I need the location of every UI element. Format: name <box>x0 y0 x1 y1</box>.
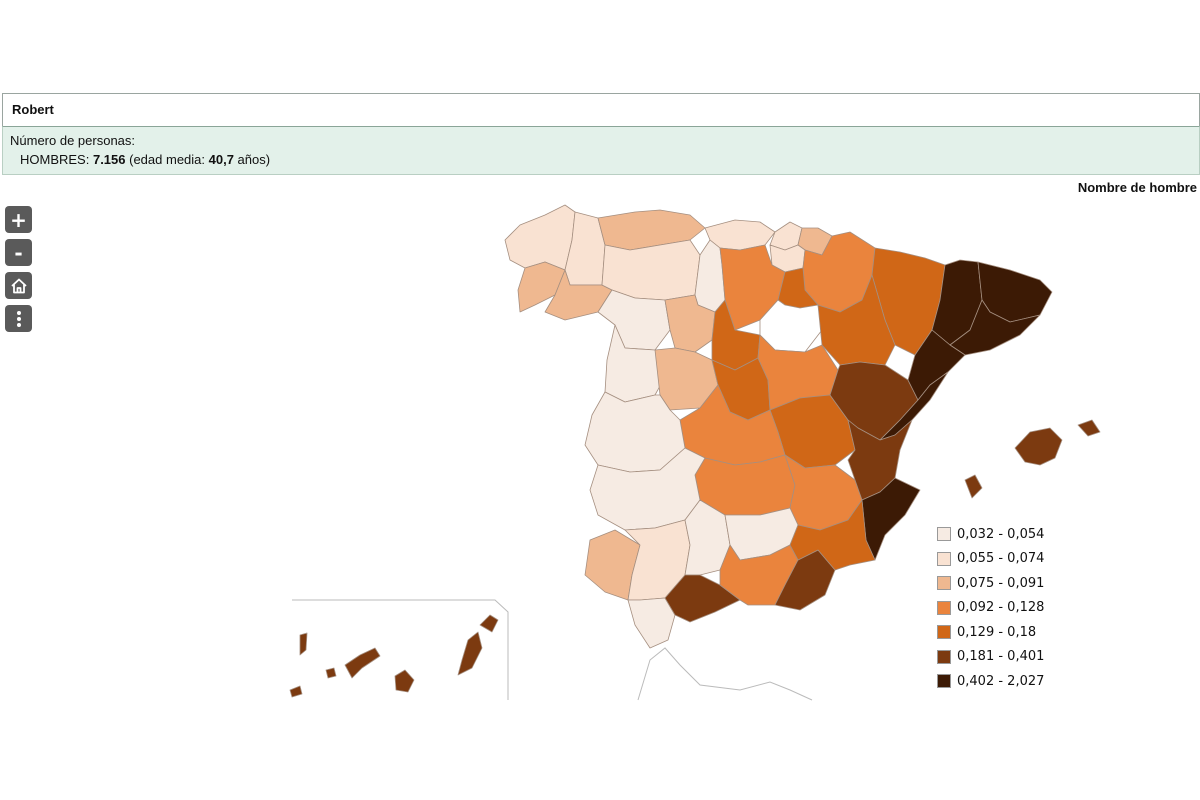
count-label: Número de personas: <box>10 133 136 148</box>
legend-label: 0,402 - 2,027 <box>957 673 1045 689</box>
legend-swatch <box>937 625 951 640</box>
legend-label: 0,032 - 0,054 <box>957 526 1045 542</box>
legend-item: 0,032 - 0,054 <box>937 522 1044 547</box>
men-stats: HOMBRES: 7.156 (edad media: 40,7 años) <box>10 150 1192 169</box>
province-baleares-mallorca[interactable] <box>1014 427 1063 466</box>
zoom-in-button[interactable]: + <box>5 206 32 233</box>
age-unit: años) <box>233 152 271 167</box>
province-canarias-la-palma[interactable] <box>299 632 308 656</box>
legend-swatch <box>937 551 951 566</box>
canary-inset-frame <box>292 599 509 700</box>
age-label: (edad media: <box>125 152 209 167</box>
home-icon <box>10 278 27 293</box>
legend-swatch <box>937 674 951 689</box>
age-value: 40,7 <box>208 152 234 167</box>
legend-item: 0,181 - 0,401 <box>937 645 1044 670</box>
province-barcelona[interactable] <box>949 299 1041 356</box>
province-canarias-la-gomera[interactable] <box>325 667 337 679</box>
legend-swatch <box>937 649 951 664</box>
men-label: HOMBRES: <box>20 152 93 167</box>
legend-label: 0,181 - 0,401 <box>957 649 1045 665</box>
map-title: Nombre de hombre <box>1077 180 1197 195</box>
map-controls: + - <box>5 206 32 338</box>
province-leon[interactable] <box>601 239 701 301</box>
legend-label: 0,055 - 0,074 <box>957 551 1045 567</box>
legend-label: 0,075 - 0,091 <box>957 575 1045 591</box>
legend-label: 0,129 - 0,18 <box>957 624 1037 640</box>
zoom-out-button[interactable]: - <box>5 239 32 266</box>
menu-button[interactable] <box>5 305 32 332</box>
province-canarias-tenerife[interactable] <box>344 647 381 679</box>
legend-label: 0,092 - 0,128 <box>957 600 1045 616</box>
province-zaragoza[interactable] <box>817 274 896 366</box>
province-canarias-lanzarote[interactable] <box>479 614 499 633</box>
africa-coastline <box>637 647 813 701</box>
province-canarias-el-hierro[interactable] <box>289 685 303 698</box>
province-pontevedra[interactable] <box>517 261 566 313</box>
legend-swatch <box>937 527 951 542</box>
selected-name: Robert <box>12 102 54 117</box>
legend-item: 0,129 - 0,18 <box>937 620 1044 645</box>
legend-swatch <box>937 600 951 615</box>
province-canarias-gran-canaria[interactable] <box>394 669 415 693</box>
province-baleares-menorca[interactable] <box>1077 419 1101 437</box>
legend-item: 0,055 - 0,074 <box>937 547 1044 572</box>
name-header: Robert <box>2 93 1200 126</box>
info-panel: Número de personas: HOMBRES: 7.156 (edad… <box>2 126 1200 175</box>
province-canarias-fuerteventura[interactable] <box>457 631 483 676</box>
province-murcia[interactable] <box>789 499 876 571</box>
home-button[interactable] <box>5 272 32 299</box>
more-vertical-icon <box>16 310 21 327</box>
province-soria[interactable] <box>759 299 823 353</box>
province-baleares-ibiza[interactable] <box>964 474 983 499</box>
legend-item: 0,075 - 0,091 <box>937 571 1044 596</box>
men-count: 7.156 <box>92 152 126 167</box>
legend-item: 0,092 - 0,128 <box>937 596 1044 621</box>
legend-item: 0,402 - 2,027 <box>937 669 1044 694</box>
map-legend: 0,032 - 0,054 0,055 - 0,074 0,075 - 0,091 0… <box>937 522 1044 694</box>
legend-swatch <box>937 576 951 591</box>
province-cadiz[interactable] <box>627 597 676 649</box>
province-a-coruna[interactable] <box>504 204 576 271</box>
